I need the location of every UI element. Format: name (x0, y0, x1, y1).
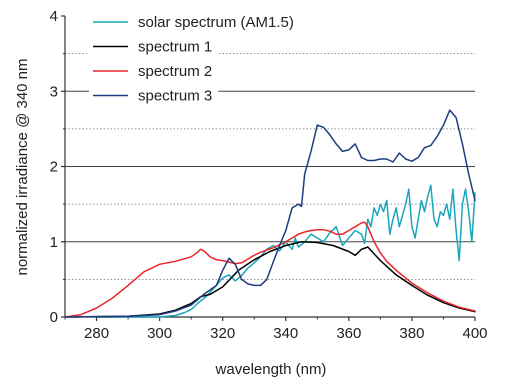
series-line-2 (64, 241, 476, 318)
y-tick-label: 0 (50, 309, 58, 326)
legend-backing (89, 85, 219, 106)
axes: 0 1 2 3 4 280 300 320 340 360 380 400 (50, 8, 488, 342)
legend-label-2: spectrum 1 (138, 39, 212, 56)
y-axis-label: normalized irradiance @ 340 nm (14, 59, 31, 276)
x-tick-label: 300 (147, 325, 172, 342)
series-line-1 (95, 184, 476, 318)
legend-label-4: spectrum 3 (138, 88, 212, 105)
x-tick-label: 380 (399, 325, 424, 342)
series-line-4 (64, 109, 476, 318)
legend: solar spectrum (AM1.5) spectrum 1 spectrum… (89, 12, 300, 106)
x-tick-label: 400 (462, 325, 487, 342)
legend-label-3: spectrum 2 (138, 63, 212, 80)
x-tick-label: 280 (84, 325, 109, 342)
x-tick-label: 360 (336, 325, 361, 342)
x-tick-label: 340 (273, 325, 298, 342)
legend-backing (89, 61, 219, 81)
y-tick-label: 1 (50, 234, 58, 251)
y-tick-label: 4 (50, 8, 58, 25)
x-axis-label: wavelength (nm) (215, 361, 327, 378)
legend-backing (89, 12, 300, 32)
y-tick-label: 3 (50, 83, 58, 100)
y-tick-label: 2 (50, 159, 58, 176)
legend-backing (89, 36, 219, 57)
series-lines (64, 109, 476, 318)
legend-label-1: solar spectrum (AM1.5) (138, 14, 294, 31)
series-line-3 (64, 221, 476, 318)
x-tick-label: 320 (210, 325, 235, 342)
